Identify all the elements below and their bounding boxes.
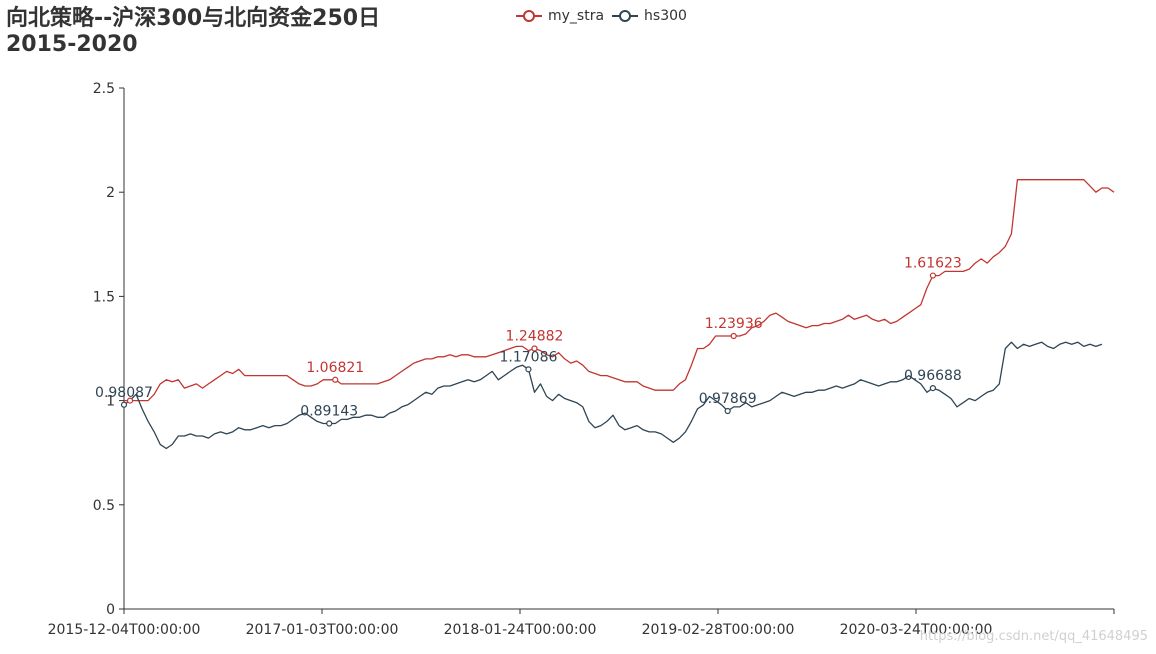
legend-line-circle-icon — [612, 10, 639, 22]
y-tick-label: 0 — [106, 602, 115, 618]
x-tick-label: 2020-03-24T00:00:00 — [840, 622, 993, 638]
x-tick-label: 2015-12-04T00:00:00 — [48, 622, 201, 638]
data-point-marker — [126, 397, 134, 404]
data-label: 1.17086 — [499, 349, 557, 365]
data-label: 1.06821 — [306, 360, 364, 376]
legend-line-circle-icon — [516, 10, 542, 22]
data-label: 1.24882 — [506, 329, 564, 345]
data-label: 0.97869 — [699, 391, 757, 407]
legend-item-hs300[interactable]: hs300 — [612, 8, 687, 24]
data-point-marker — [929, 384, 937, 392]
data-point-marker — [326, 420, 333, 427]
y-tick-label: 1.5 — [93, 289, 115, 305]
chart-legend: my_stra hs300 — [516, 8, 695, 24]
data-point-marker — [525, 366, 532, 373]
watermark-text: https://blog.csdn.net/qq_41648495 — [919, 629, 1148, 644]
data-point-marker — [531, 345, 538, 352]
data-label: 0.98087 — [95, 385, 153, 401]
series-line-hs300 — [123, 341, 1103, 450]
data-point-marker — [929, 272, 937, 279]
data-label: 1.61623 — [904, 256, 962, 272]
chart-title: 向北策略--沪深300与北向资金250日 2015-2020 — [6, 6, 380, 58]
y-tick-label: 2 — [106, 185, 115, 201]
y-tick-label: 2.5 — [93, 81, 115, 97]
x-tick-label: 2018-01-24T00:00:00 — [444, 622, 597, 638]
data-point-marker — [120, 401, 128, 408]
chart-title-line-1: 向北策略--沪深300与北向资金250日 — [6, 6, 381, 31]
legend-label-my-stra: my_stra — [548, 8, 605, 24]
x-tick-label: 2019-02-28T00:00:00 — [642, 622, 795, 638]
series-line-my_stra — [124, 179, 1115, 402]
data-point-marker — [724, 407, 731, 415]
y-tick-label: 0.5 — [93, 498, 115, 514]
data-point-marker — [332, 376, 339, 383]
y-tick-label: 1 — [106, 394, 115, 410]
chart-title-line-2: 2015-2020 — [6, 32, 138, 57]
legend-label-hs300: hs300 — [644, 8, 687, 24]
x-tick-label: 2017-01-03T00:00:00 — [246, 622, 399, 638]
data-label: 0.96688 — [904, 368, 962, 384]
data-point-marker — [730, 332, 737, 340]
data-label: 1.23936 — [705, 316, 763, 332]
data-label: 0.89143 — [300, 404, 358, 420]
legend-item-my-stra[interactable]: my_stra — [516, 8, 604, 24]
